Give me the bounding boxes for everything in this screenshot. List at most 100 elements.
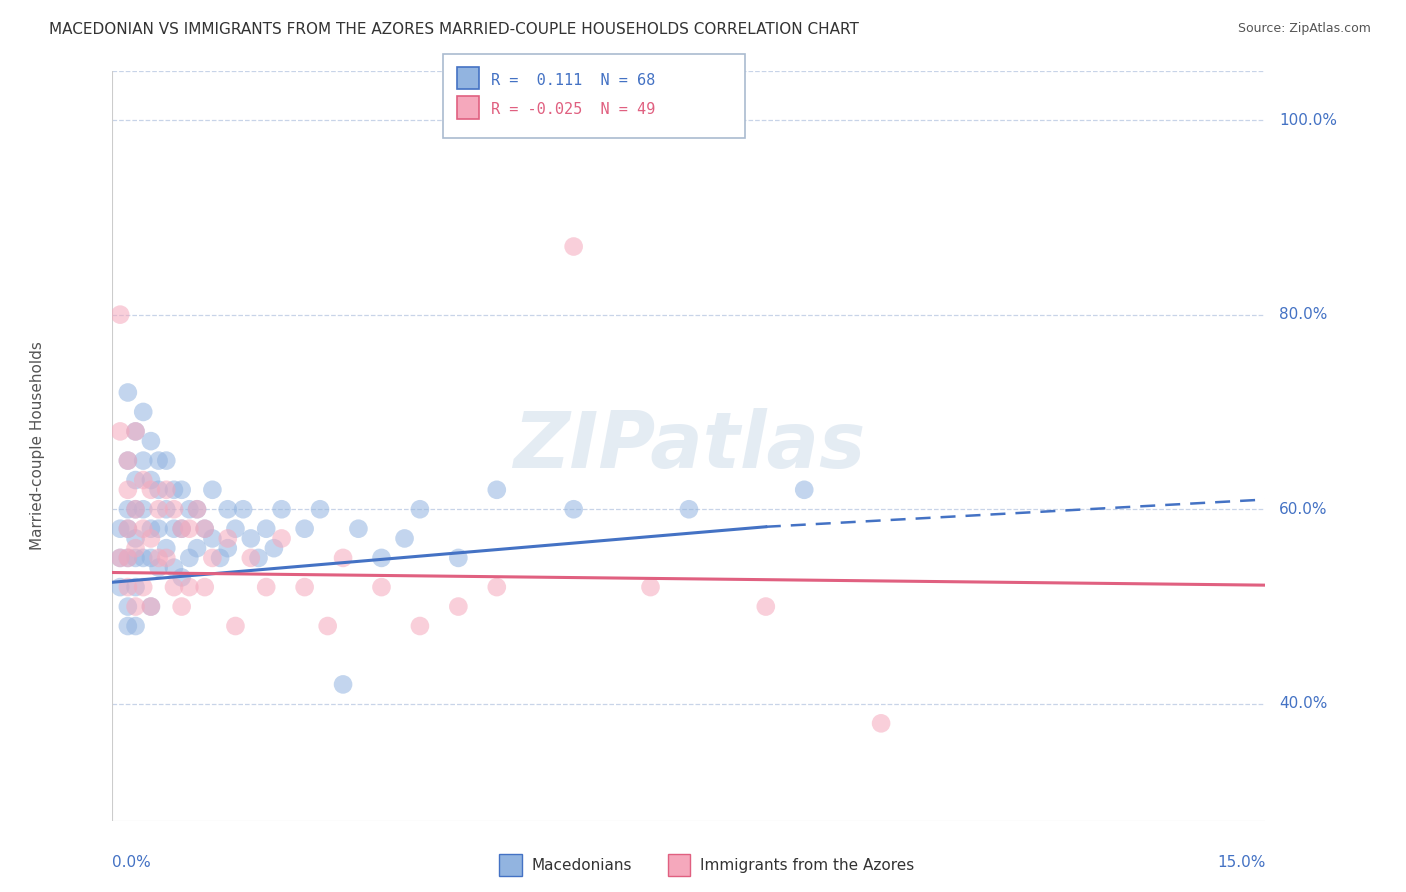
Point bbox=[239, 550, 262, 565]
Text: Immigrants from the Azores: Immigrants from the Azores bbox=[700, 858, 914, 872]
Point bbox=[108, 550, 131, 565]
Point bbox=[224, 522, 246, 536]
Point bbox=[793, 483, 815, 497]
Point bbox=[155, 541, 177, 556]
Point bbox=[170, 522, 193, 536]
Point bbox=[124, 619, 146, 633]
Point bbox=[132, 405, 155, 419]
Point bbox=[370, 580, 392, 594]
Point bbox=[163, 502, 186, 516]
Point bbox=[148, 550, 170, 565]
Point bbox=[117, 453, 139, 467]
Point bbox=[139, 473, 162, 487]
Text: 100.0%: 100.0% bbox=[1279, 112, 1337, 128]
Point bbox=[201, 550, 224, 565]
Point bbox=[562, 239, 585, 253]
Point bbox=[409, 619, 432, 633]
Point bbox=[148, 483, 170, 497]
Point bbox=[170, 570, 193, 584]
Point bbox=[132, 502, 155, 516]
Point bbox=[755, 599, 778, 614]
Point bbox=[117, 453, 139, 467]
Point bbox=[186, 502, 208, 516]
Point bbox=[678, 502, 700, 516]
Point bbox=[209, 550, 232, 565]
Point bbox=[117, 599, 139, 614]
Point bbox=[316, 619, 339, 633]
Point bbox=[132, 453, 155, 467]
Point bbox=[179, 580, 201, 594]
Point bbox=[117, 580, 139, 594]
Text: Source: ZipAtlas.com: Source: ZipAtlas.com bbox=[1237, 22, 1371, 36]
Point bbox=[409, 502, 432, 516]
Point bbox=[179, 550, 201, 565]
Point bbox=[139, 550, 162, 565]
Point bbox=[155, 483, 177, 497]
Point bbox=[163, 580, 186, 594]
Point bbox=[124, 502, 146, 516]
Point bbox=[224, 619, 246, 633]
Text: R = -0.025  N = 49: R = -0.025 N = 49 bbox=[491, 103, 655, 117]
Point bbox=[294, 522, 316, 536]
Point bbox=[485, 483, 508, 497]
Point bbox=[117, 522, 139, 536]
Point bbox=[139, 434, 162, 449]
Point bbox=[179, 522, 201, 536]
Point bbox=[194, 580, 217, 594]
Point bbox=[124, 425, 146, 439]
Point bbox=[108, 522, 131, 536]
Text: MACEDONIAN VS IMMIGRANTS FROM THE AZORES MARRIED-COUPLE HOUSEHOLDS CORRELATION C: MACEDONIAN VS IMMIGRANTS FROM THE AZORES… bbox=[49, 22, 859, 37]
Text: 40.0%: 40.0% bbox=[1279, 697, 1327, 711]
Point bbox=[186, 502, 208, 516]
Point bbox=[117, 385, 139, 400]
Point bbox=[232, 502, 254, 516]
Point bbox=[201, 483, 224, 497]
Point bbox=[370, 550, 392, 565]
Point bbox=[124, 550, 146, 565]
Point bbox=[170, 599, 193, 614]
Point bbox=[447, 599, 470, 614]
Point bbox=[394, 532, 416, 546]
Point bbox=[170, 522, 193, 536]
Point bbox=[155, 502, 177, 516]
Point bbox=[148, 453, 170, 467]
Point bbox=[132, 473, 155, 487]
Text: 80.0%: 80.0% bbox=[1279, 307, 1327, 322]
Point bbox=[124, 425, 146, 439]
Point bbox=[148, 560, 170, 574]
Point bbox=[132, 522, 155, 536]
Point bbox=[254, 522, 277, 536]
Point bbox=[139, 522, 162, 536]
Point bbox=[294, 580, 316, 594]
Point bbox=[108, 425, 131, 439]
Point bbox=[217, 541, 239, 556]
Point bbox=[163, 522, 186, 536]
Point bbox=[124, 473, 146, 487]
Point bbox=[108, 308, 131, 322]
Point bbox=[239, 532, 262, 546]
Point bbox=[217, 502, 239, 516]
Point bbox=[124, 502, 146, 516]
Point bbox=[179, 502, 201, 516]
Text: 60.0%: 60.0% bbox=[1279, 502, 1327, 516]
Point bbox=[124, 580, 146, 594]
Point bbox=[332, 550, 354, 565]
Point bbox=[117, 522, 139, 536]
Point bbox=[270, 532, 292, 546]
Point bbox=[562, 502, 585, 516]
Point bbox=[309, 502, 332, 516]
Point bbox=[124, 599, 146, 614]
Text: 0.0%: 0.0% bbox=[112, 855, 152, 870]
Point bbox=[132, 550, 155, 565]
Point bbox=[117, 483, 139, 497]
Point bbox=[132, 580, 155, 594]
Point bbox=[117, 550, 139, 565]
Point bbox=[332, 677, 354, 691]
Point bbox=[263, 541, 285, 556]
Point bbox=[201, 532, 224, 546]
Text: Married-couple Households: Married-couple Households bbox=[30, 342, 45, 550]
Point bbox=[139, 599, 162, 614]
Text: Macedonians: Macedonians bbox=[531, 858, 631, 872]
Point bbox=[194, 522, 217, 536]
Point bbox=[117, 550, 139, 565]
